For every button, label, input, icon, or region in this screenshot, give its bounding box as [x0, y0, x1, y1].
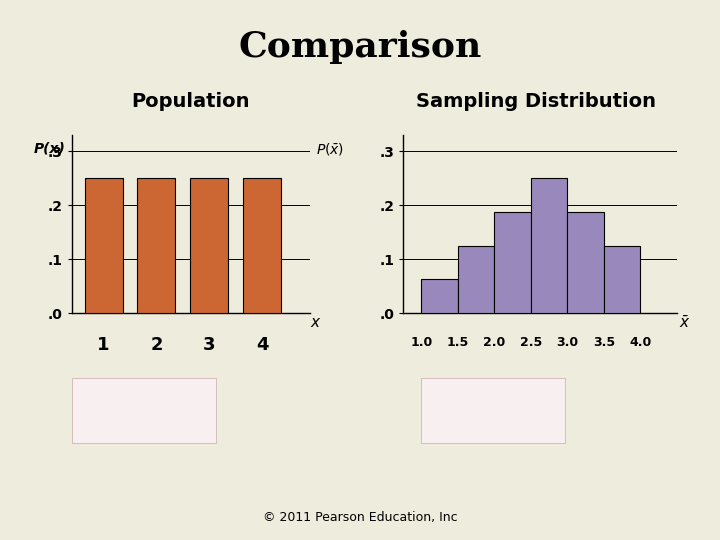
Text: 3: 3 — [203, 336, 215, 354]
Bar — [85, 178, 122, 313]
Bar — [243, 178, 281, 313]
Text: is not supported: is not supported — [454, 427, 533, 437]
Bar — [567, 212, 604, 313]
Bar — [421, 280, 458, 313]
Bar — [138, 178, 176, 313]
Bar — [531, 178, 567, 313]
Text: 2: 2 — [150, 336, 163, 354]
Text: 3.0: 3.0 — [557, 336, 578, 349]
Text: 1.5: 1.5 — [447, 336, 469, 349]
Text: Macintosh PICT: Macintosh PICT — [107, 392, 181, 402]
Text: 3.5: 3.5 — [593, 336, 615, 349]
Bar — [495, 212, 531, 313]
Text: Sampling Distribution: Sampling Distribution — [416, 92, 657, 111]
Text: image format: image format — [460, 409, 526, 420]
Text: Population: Population — [132, 92, 250, 111]
Bar — [604, 246, 640, 313]
Text: $\bar{x}$: $\bar{x}$ — [679, 315, 690, 331]
Text: x: x — [310, 315, 320, 330]
Text: image format: image format — [111, 409, 177, 420]
Bar — [190, 178, 228, 313]
Text: $P(\bar{x})$: $P(\bar{x})$ — [315, 141, 344, 158]
Text: 4: 4 — [256, 336, 269, 354]
Text: P(x): P(x) — [34, 141, 66, 156]
Bar — [458, 246, 495, 313]
Text: Comparison: Comparison — [238, 30, 482, 64]
Text: Macintosh PICT: Macintosh PICT — [456, 392, 531, 402]
Text: 1: 1 — [97, 336, 110, 354]
Text: © 2011 Pearson Education, Inc: © 2011 Pearson Education, Inc — [263, 511, 457, 524]
Text: 2.0: 2.0 — [483, 336, 505, 349]
Text: 4.0: 4.0 — [629, 336, 652, 349]
Text: 1.0: 1.0 — [410, 336, 433, 349]
Text: is not supported: is not supported — [104, 427, 184, 437]
Text: 2.5: 2.5 — [520, 336, 542, 349]
